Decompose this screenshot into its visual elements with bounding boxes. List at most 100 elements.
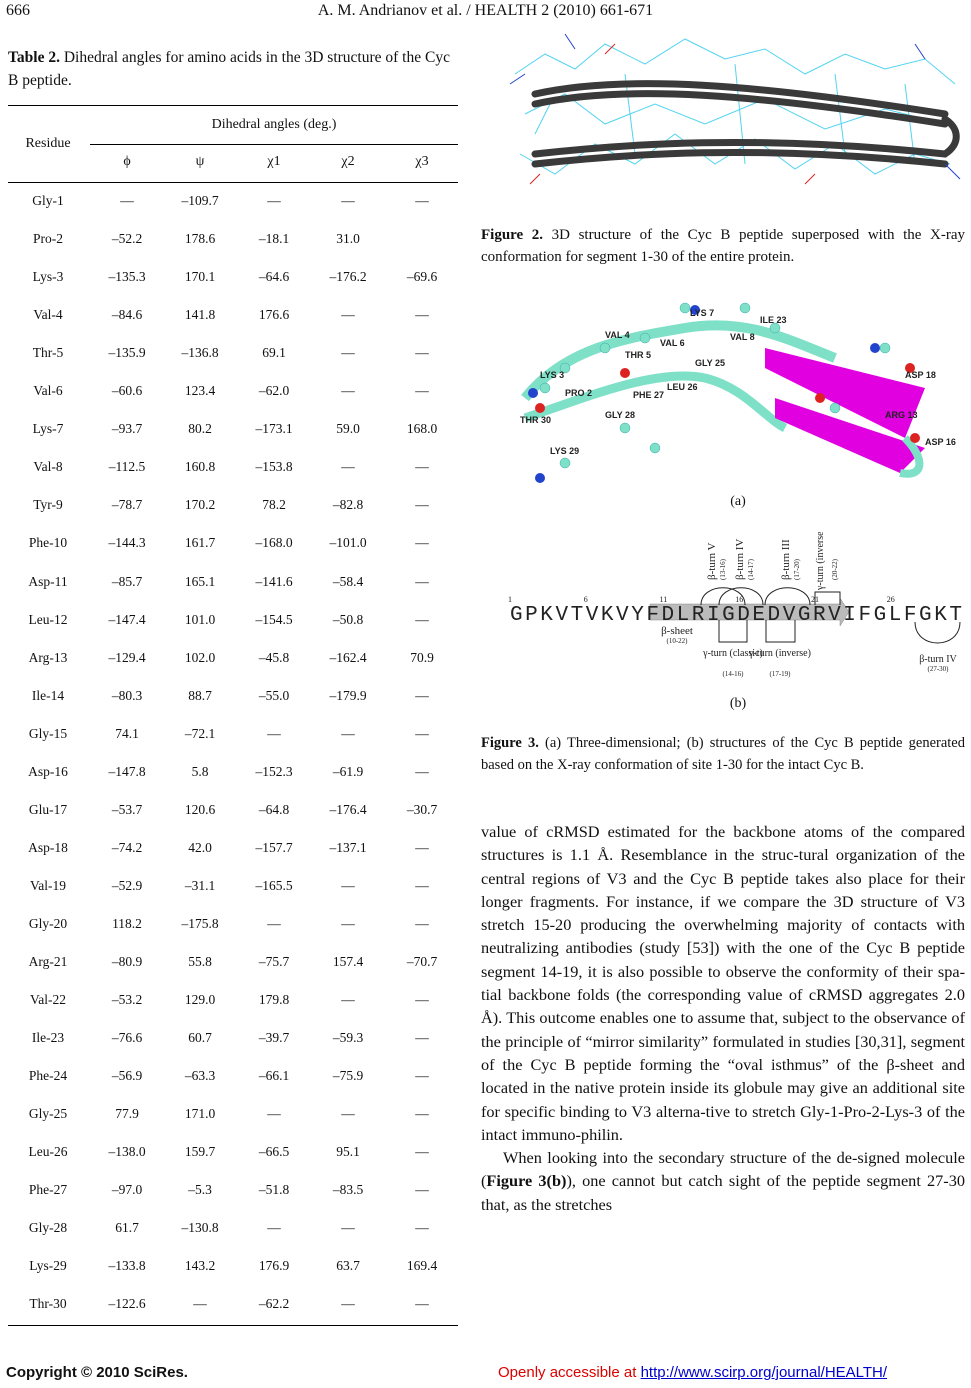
angle-value: 102.0: [184, 649, 216, 665]
angle-value: —: [341, 1220, 355, 1236]
angle-value: —: [267, 915, 281, 931]
angle-value: 170.2: [184, 497, 216, 513]
residue-name: Thr-5: [32, 345, 64, 361]
angle-value: —: [415, 1030, 429, 1046]
angle-value: –52.2: [111, 231, 143, 247]
residue-label: ASP 18: [905, 370, 936, 380]
figure-3-caption: Figure 3. (a) Three-dimensional; (b) str…: [481, 732, 965, 776]
angle-value: —: [415, 839, 429, 855]
annotation-range: (14-17): [747, 558, 755, 580]
angle-value: –61.9: [332, 763, 364, 779]
angle-value: –176.2: [329, 269, 367, 285]
residue-name: Val-4: [33, 307, 63, 323]
paragraph: When looking into the secondary structur…: [481, 1146, 965, 1216]
residue-name: Phe-10: [28, 535, 68, 551]
angle-value: –153.8: [255, 459, 293, 475]
angle-value: –168.0: [255, 535, 293, 551]
angle-value: –72.1: [184, 725, 216, 741]
figure-2-caption-label: Figure 2.: [481, 227, 544, 243]
angle-value: —: [415, 763, 429, 779]
sequence-residue: D: [662, 604, 675, 627]
angle-value: –138.0: [108, 1144, 146, 1160]
angle-value: 80.2: [188, 421, 212, 437]
angle-value: 176.9: [258, 1258, 290, 1274]
sequence-residue: E: [752, 604, 765, 627]
residue-label: THR 30: [520, 415, 551, 425]
angle-value: 95.1: [336, 1144, 360, 1160]
residue-label: VAL 6: [660, 338, 685, 348]
angle-value: 141.8: [184, 307, 216, 323]
angle-value: –58.4: [332, 573, 364, 589]
gamma-turn-classic-bracket: [718, 620, 748, 643]
angle-value: –59.3: [332, 1030, 364, 1046]
angle-value: –31.1: [184, 877, 216, 893]
beta-turn-v-arc: [700, 587, 746, 606]
angle-value: 63.7: [336, 1258, 360, 1274]
angle-value: –122.6: [108, 1296, 146, 1312]
angle-value: –135.9: [108, 345, 146, 361]
angle-value: –52.9: [111, 877, 143, 893]
angle-value: –66.1: [258, 1068, 290, 1084]
residue-label: ARG 13: [885, 410, 918, 420]
figure-2-caption: Figure 2. 3D structure of the Cyc B pept…: [481, 224, 965, 268]
angle-value: –69.6: [406, 269, 438, 285]
angle-value: –39.7: [258, 1030, 290, 1046]
header-residue: Residue: [25, 136, 71, 151]
angle-value: —: [415, 1144, 429, 1160]
angle-value: –157.7: [255, 839, 293, 855]
angle-value: –75.7: [258, 954, 290, 969]
header-chi2: χ2: [341, 154, 355, 169]
angle-value: —: [415, 687, 429, 703]
annotation-label: γ-turn (inverse): [815, 532, 826, 591]
figure-3-caption-text: (a) Three-dimensional; (b) structures of…: [481, 735, 965, 773]
angle-value: 118.2: [112, 915, 142, 931]
angle-value: 168.0: [406, 421, 438, 437]
residue-name: Gly-1: [32, 193, 64, 208]
angle-value: —: [341, 877, 355, 893]
angle-value: –147.8: [108, 763, 146, 779]
angle-value: –45.8: [258, 649, 290, 665]
angle-value: –141.6: [255, 573, 293, 589]
sequence-residue: G: [919, 604, 932, 627]
angle-value: –112.5: [108, 459, 146, 475]
angle-value: —: [341, 459, 355, 475]
angle-value: 59.0: [336, 421, 360, 437]
residue-name: Arg-13: [28, 649, 68, 665]
angle-value: 78.2: [262, 497, 286, 513]
paragraph-text: When looking into the secondary structur…: [481, 1148, 965, 1191]
residue-label: ILE 23: [760, 315, 787, 325]
residue-name: Val-22: [30, 992, 66, 1008]
angle-value: —: [267, 1106, 281, 1122]
residue-label: LEU 26: [667, 382, 698, 392]
angle-value: —: [415, 915, 429, 931]
residue-name: Pro-2: [33, 231, 63, 247]
residue-name: Leu-12: [28, 611, 68, 627]
figure-3b-label: (b): [729, 696, 747, 711]
angle-value: —: [415, 611, 429, 627]
residue-label: GLY 25: [695, 358, 725, 368]
angle-value: 123.4: [184, 383, 216, 399]
angle-value: –74.2: [111, 839, 143, 855]
angle-value: —: [415, 725, 429, 741]
page-number: 666: [6, 2, 30, 19]
sequence-residue: T: [949, 604, 962, 627]
residue-name: Gly-20: [28, 915, 68, 931]
figure-2-structure-image: [509, 33, 961, 185]
sequence-residue: V: [828, 604, 841, 627]
angle-value: –137.1: [329, 839, 367, 855]
angle-value: –165.5: [255, 877, 293, 893]
figure-reference: Figure 3(b): [486, 1171, 567, 1191]
residue-name: Phe-24: [28, 1068, 68, 1084]
angle-value: 70.9: [410, 649, 434, 665]
angle-value: 31.0: [336, 231, 360, 247]
angle-value: –85.7: [111, 573, 143, 589]
residue-label: ASP 16: [925, 437, 956, 447]
angle-value: —: [341, 725, 355, 741]
sequence-residue: V: [783, 604, 796, 627]
journal-link[interactable]: http://www.scirp.org/journal/HEALTH/: [640, 1364, 888, 1381]
residue-name: Val-19: [30, 877, 66, 893]
angle-value: –64.6: [258, 269, 290, 285]
angle-value: –63.3: [184, 1068, 216, 1084]
angle-value: —: [415, 497, 429, 513]
